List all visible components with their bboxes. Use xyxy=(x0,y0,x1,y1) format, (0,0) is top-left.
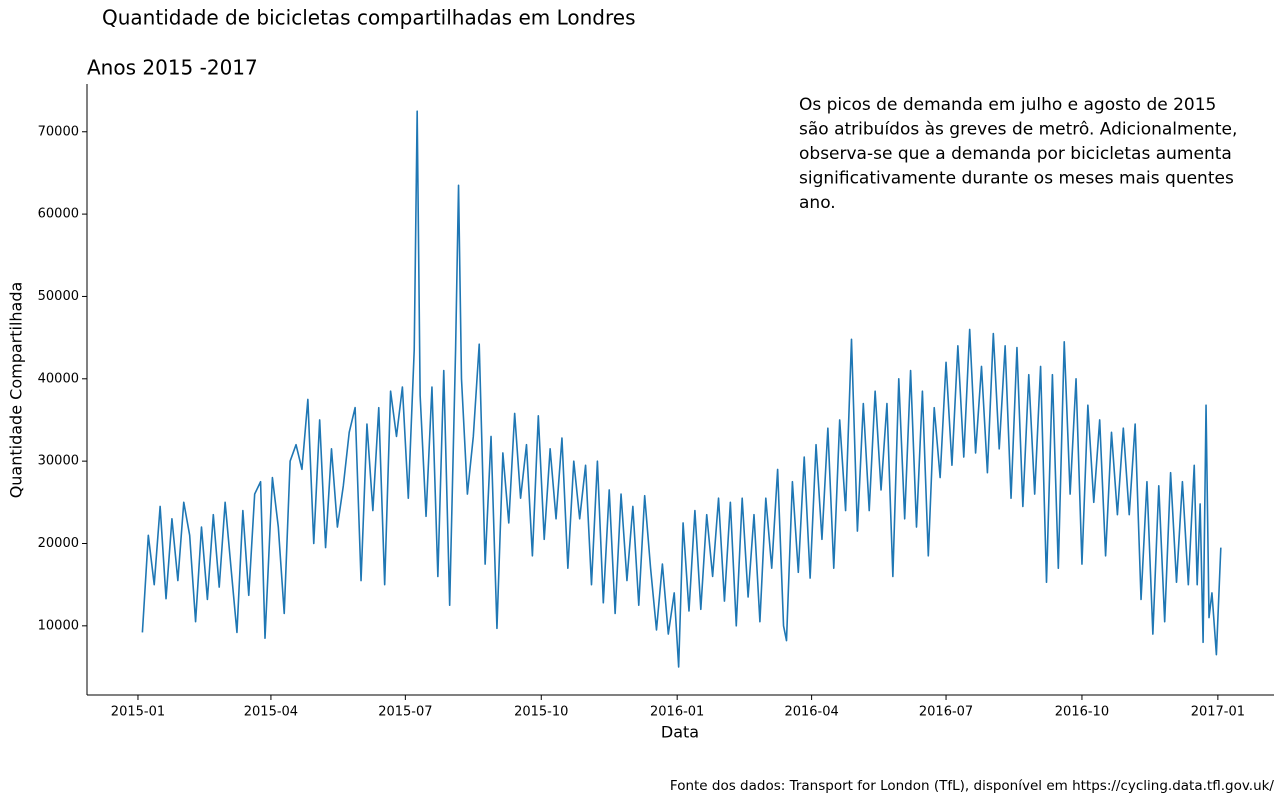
chart-subtitle: Anos 2015 -2017 xyxy=(87,56,258,80)
annotation-line: observa-se que a demanda por bicicletas … xyxy=(799,144,1232,164)
y-tick-label: 40000 xyxy=(38,371,79,386)
annotation-line: Os picos de demanda em julho e agosto de… xyxy=(799,95,1216,115)
y-tick-label: 30000 xyxy=(38,454,79,469)
annotation-line: significativamente durante os meses mais… xyxy=(799,169,1234,189)
x-axis-label: Data xyxy=(661,723,699,742)
y-tick-label: 50000 xyxy=(38,289,79,304)
x-tick-label: 2015-07 xyxy=(378,705,432,720)
x-tick-label: 2016-10 xyxy=(1055,705,1109,720)
x-tick-label: 2016-07 xyxy=(919,705,973,720)
y-axis-label: Quantidade Compartilhada xyxy=(7,282,26,499)
y-tick-label: 70000 xyxy=(38,124,79,139)
x-tick-label: 2016-04 xyxy=(784,705,838,720)
x-tick-label: 2015-04 xyxy=(244,705,298,720)
y-tick-label: 10000 xyxy=(38,618,79,633)
chart-title: Quantidade de bicicletas compartilhadas … xyxy=(102,6,636,30)
source-note: Fonte dos dados: Transport for London (T… xyxy=(670,778,1275,794)
annotation-line: ano. xyxy=(799,193,836,213)
x-tick-label: 2015-10 xyxy=(514,705,568,720)
x-tick-label: 2017-01 xyxy=(1191,705,1245,720)
data-line xyxy=(141,110,1222,668)
y-tick-label: 60000 xyxy=(38,207,79,222)
x-tick-label: 2016-01 xyxy=(650,705,704,720)
y-tick-label: 20000 xyxy=(38,536,79,551)
x-tick-label: 2015-01 xyxy=(111,705,165,720)
annotation-line: são atribuídos às greves de metrô. Adici… xyxy=(799,120,1237,140)
